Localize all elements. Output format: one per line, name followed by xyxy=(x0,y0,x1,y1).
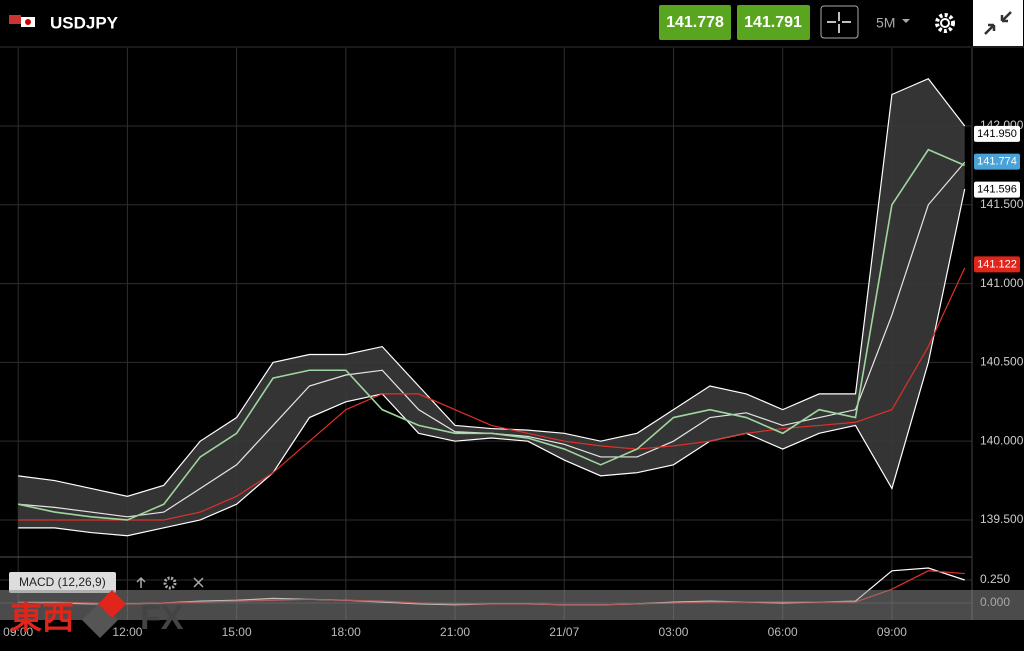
y-tick-label: 140.500 xyxy=(980,355,1024,369)
macd-tick-label: 0.250 xyxy=(980,572,1010,586)
symbol[interactable]: USDJPY xyxy=(50,13,119,32)
price-tag-label: 141.950 xyxy=(977,128,1017,140)
macd-up[interactable] xyxy=(136,576,146,588)
timeframe-caret xyxy=(902,19,910,23)
plot: 09:00 12:00 15:00 18:00 21:00 21/07 03:00 06:00… xyxy=(0,48,1024,639)
watermark-logo-red xyxy=(98,590,126,618)
price-tag xyxy=(974,181,1020,198)
x-tick-label: 09:00 xyxy=(3,625,33,639)
indicator-line xyxy=(18,267,966,521)
collapse-icon xyxy=(984,11,1012,35)
ask-price[interactable]: 141.791 xyxy=(744,14,802,31)
price-tag xyxy=(974,153,1020,170)
watermark-brand: 東西 xyxy=(10,599,74,635)
settings-gear-hub xyxy=(940,18,950,28)
x-tick-label: 21/07 xyxy=(549,625,579,639)
y-tick-label: 141.000 xyxy=(980,276,1024,290)
x-tick-label: 09:00 xyxy=(877,625,907,639)
y-tick-label: 140.000 xyxy=(980,433,1024,447)
flag-jp-dot xyxy=(25,19,31,25)
bid-price[interactable]: 141.778 xyxy=(666,14,724,31)
x-tick-label: 06:00 xyxy=(768,625,798,639)
header xyxy=(0,0,1024,47)
price-tag xyxy=(974,256,1020,273)
x-tick-label: 15:00 xyxy=(222,625,252,639)
price-tag-label: 141.596 xyxy=(977,184,1017,196)
price-tag-label: 141.122 xyxy=(977,258,1017,270)
x-tick-label: 18:00 xyxy=(331,625,361,639)
price-tag xyxy=(974,125,1020,142)
y-tick-label: 139.500 xyxy=(980,512,1024,526)
x-tick-label: 21:00 xyxy=(440,625,470,639)
timeframe[interactable]: 5M xyxy=(876,15,895,31)
y-tick-label: 141.500 xyxy=(980,197,1024,211)
macd-label-box[interactable] xyxy=(9,572,116,593)
crosshair-button[interactable] xyxy=(820,5,859,39)
crosshair-icon xyxy=(827,12,851,33)
price-tag-label: 141.774 xyxy=(977,156,1017,168)
watermark-suffix: FX xyxy=(140,599,184,637)
flag-us xyxy=(9,15,21,24)
collapse-button[interactable] xyxy=(973,0,1023,46)
x-tick-label: 03:00 xyxy=(658,625,688,639)
x-tick-label: 12:00 xyxy=(112,625,142,639)
price-line xyxy=(18,148,966,521)
macd-label: MACD (12,26,9) xyxy=(19,575,106,589)
indicator-line xyxy=(18,77,966,497)
watermark-band xyxy=(0,590,1024,620)
sell-button[interactable] xyxy=(659,5,731,40)
macd-close[interactable] xyxy=(193,577,204,588)
indicator-line xyxy=(18,188,966,537)
settings-gear[interactable] xyxy=(935,13,955,33)
band-fill xyxy=(18,78,965,536)
macd-settings[interactable] xyxy=(163,576,177,590)
buy-button[interactable] xyxy=(737,5,810,40)
